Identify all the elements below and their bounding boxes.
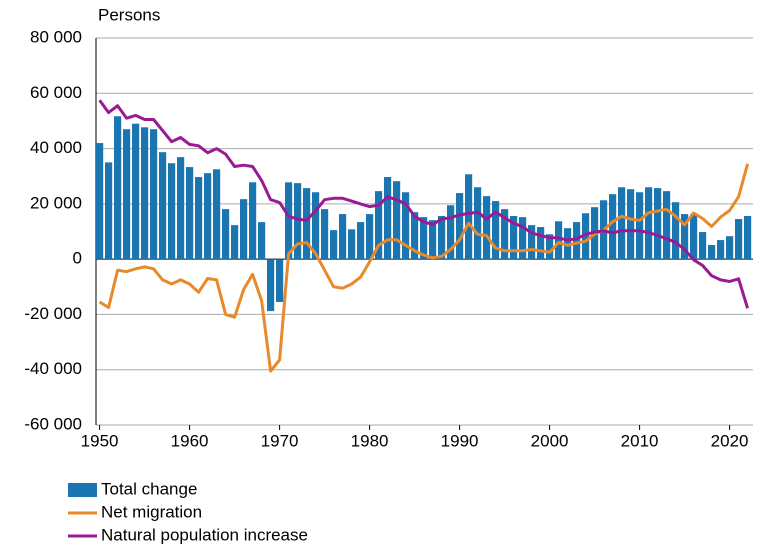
bar (375, 191, 383, 260)
x-tick-label: 2000 (531, 431, 569, 450)
y-tick-label: -60 000 (24, 414, 82, 433)
bar (303, 188, 311, 260)
y-tick-label: 80 000 (30, 27, 82, 46)
bar (357, 222, 365, 260)
legend-label: Net migration (101, 502, 202, 521)
bar (546, 234, 554, 260)
bar (645, 187, 653, 260)
bar (366, 214, 374, 260)
bar (267, 259, 275, 312)
y-tick-label: 40 000 (30, 138, 82, 157)
bar (249, 182, 257, 260)
bar (285, 182, 293, 260)
legend-label: Natural population increase (101, 525, 308, 544)
bar (654, 188, 662, 260)
bar (159, 152, 167, 260)
bar (555, 221, 563, 260)
bar (177, 157, 185, 260)
bar (663, 191, 671, 260)
bar (681, 214, 689, 260)
legend-label: Total change (101, 479, 197, 498)
bar (96, 143, 104, 260)
bar (393, 181, 401, 260)
x-tick-label: 1950 (81, 431, 119, 450)
bar (465, 174, 473, 260)
bar (384, 177, 392, 260)
bar (411, 212, 419, 260)
bar (735, 219, 743, 260)
bar (618, 187, 626, 260)
bar (321, 209, 329, 260)
bar (429, 220, 437, 260)
legend-swatch (68, 483, 97, 497)
x-tick-label: 1960 (171, 431, 209, 450)
x-tick-label: 2010 (621, 431, 659, 450)
bar (420, 217, 428, 260)
bar (492, 201, 500, 260)
bar (141, 127, 149, 260)
y-tick-label: 0 (73, 249, 82, 268)
bar (717, 240, 725, 260)
bar (195, 177, 203, 260)
bar (501, 209, 509, 260)
bar (456, 193, 464, 260)
bar (276, 259, 284, 302)
bar (537, 227, 545, 260)
bar (573, 222, 581, 260)
bar (258, 222, 266, 260)
bar (402, 192, 410, 260)
y-axis-label: Persons (98, 5, 160, 24)
bar (330, 230, 338, 260)
y-tick-label: -20 000 (24, 304, 82, 323)
bar (699, 232, 707, 260)
bar (114, 116, 122, 260)
bar (447, 205, 455, 260)
bar (438, 216, 446, 260)
line (98, 99, 750, 309)
bar (519, 217, 527, 260)
bar (213, 169, 221, 260)
y-tick-label: -40 000 (24, 359, 82, 378)
bar (690, 214, 698, 260)
bar (339, 214, 347, 260)
bar (744, 216, 752, 260)
x-tick-label: 2020 (711, 431, 749, 450)
bar (474, 187, 482, 260)
y-tick-label: 20 000 (30, 193, 82, 212)
bar (348, 229, 356, 260)
bar (564, 228, 572, 260)
x-tick-label: 1990 (441, 431, 479, 450)
bar (672, 202, 680, 260)
bar (726, 236, 734, 260)
bar (123, 129, 131, 260)
bar (240, 199, 248, 260)
bar (231, 225, 239, 260)
bar (312, 192, 320, 260)
bar (627, 189, 635, 260)
bar (294, 183, 302, 260)
bar (132, 123, 140, 260)
bar (708, 245, 716, 260)
x-tick-label: 1980 (351, 431, 389, 450)
y-tick-label: 60 000 (30, 83, 82, 102)
x-tick-label: 1970 (261, 431, 299, 450)
bar (582, 213, 590, 260)
bar (222, 209, 230, 260)
bar (483, 196, 491, 260)
bar (105, 162, 113, 260)
bar (168, 163, 176, 260)
bar (528, 225, 536, 260)
line (98, 163, 750, 373)
bar (609, 194, 617, 260)
bar (150, 129, 158, 260)
bar (510, 216, 518, 260)
bar (186, 167, 194, 260)
bar (636, 192, 644, 260)
bar (204, 173, 212, 260)
